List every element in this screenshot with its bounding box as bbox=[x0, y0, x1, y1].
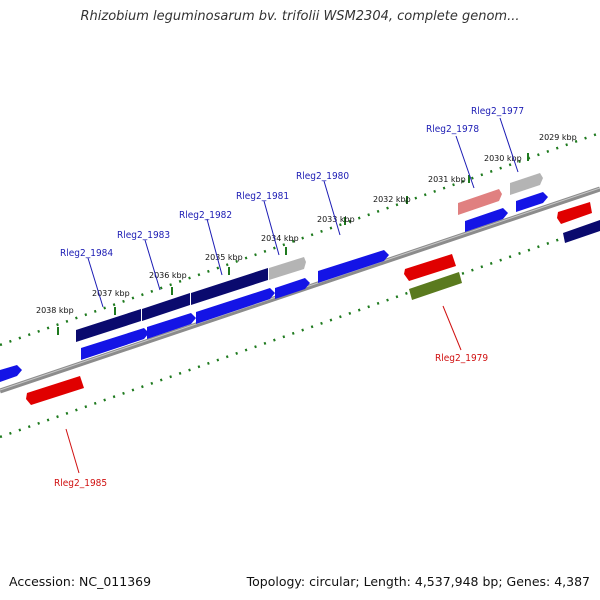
kbp-label: 2031 kbp bbox=[428, 175, 466, 184]
gene-arrow[interactable] bbox=[147, 313, 196, 339]
kbp-label: 2032 kbp bbox=[373, 195, 411, 204]
kbp-label: 2034 kbp bbox=[261, 234, 299, 243]
gene-label: Rleg2_1978 bbox=[426, 124, 479, 135]
gene-arrow[interactable] bbox=[81, 328, 149, 360]
leader-line bbox=[263, 200, 280, 256]
gene-arrow[interactable] bbox=[26, 376, 84, 405]
gene-row-inner bbox=[0, 192, 548, 382]
gene-label: Rleg2_1981 bbox=[236, 191, 289, 202]
gene-row-reverse bbox=[26, 202, 600, 405]
gene-arrow[interactable] bbox=[516, 192, 548, 212]
leader-line bbox=[144, 239, 161, 291]
kbp-label: 2035 kbp bbox=[205, 253, 243, 262]
leader-line bbox=[65, 428, 80, 474]
gene-arrow[interactable] bbox=[458, 189, 502, 215]
gene-arrow[interactable] bbox=[269, 257, 306, 280]
kbp-label: 2036 kbp bbox=[149, 271, 187, 280]
label-leaders bbox=[65, 117, 519, 474]
leader-line bbox=[442, 305, 462, 351]
leader-line bbox=[206, 218, 223, 276]
genome-title: Rhizobium leguminosarum bv. trifolii WSM… bbox=[80, 9, 520, 24]
gene-arrow[interactable] bbox=[318, 250, 389, 283]
upper-tick-track bbox=[0, 131, 600, 347]
genome-summary-text: Topology: circular; Length: 4,537,948 bp… bbox=[246, 574, 590, 589]
gene-label: Rleg2_1983 bbox=[117, 230, 170, 241]
gene-label: Rleg2_1977 bbox=[471, 106, 524, 117]
kbp-label: 2038 kbp bbox=[36, 306, 74, 315]
gene-arrow[interactable] bbox=[76, 309, 141, 342]
leader-line bbox=[323, 180, 341, 236]
gene-arrow[interactable] bbox=[191, 268, 268, 305]
kbp-label: 2030 kbp bbox=[484, 154, 522, 163]
gene-arrow[interactable] bbox=[563, 220, 600, 243]
gene-arrow[interactable] bbox=[275, 278, 310, 299]
gene-arrow[interactable] bbox=[465, 208, 508, 232]
gene-arrow[interactable] bbox=[404, 254, 456, 281]
gene-arrow[interactable] bbox=[557, 202, 592, 224]
gene-label: Rleg2_1982 bbox=[179, 210, 232, 221]
leader-line bbox=[499, 117, 519, 173]
gene-label: Rleg2_1980 bbox=[296, 171, 349, 182]
gene-row-outer bbox=[76, 173, 543, 342]
accession-text: Accession: NC_011369 bbox=[9, 574, 152, 589]
gene-arrow[interactable] bbox=[142, 293, 190, 321]
gene-arrow[interactable] bbox=[0, 365, 22, 382]
gene-label: Rleg2_1979 bbox=[435, 353, 488, 364]
leader-line bbox=[455, 135, 475, 189]
gene-arrow[interactable] bbox=[510, 173, 543, 195]
leader-line bbox=[87, 257, 104, 308]
kbp-label: 2037 kbp bbox=[92, 289, 130, 298]
gene-label: Rleg2_1985 bbox=[54, 478, 107, 489]
gene-arrow[interactable] bbox=[196, 288, 275, 324]
gene-arrow[interactable] bbox=[409, 272, 462, 300]
kbp-label: 2029 kbp bbox=[539, 133, 577, 142]
lower-tick-track bbox=[0, 223, 600, 439]
kbp-ticks bbox=[57, 153, 529, 335]
gene-label: Rleg2_1984 bbox=[60, 248, 113, 259]
